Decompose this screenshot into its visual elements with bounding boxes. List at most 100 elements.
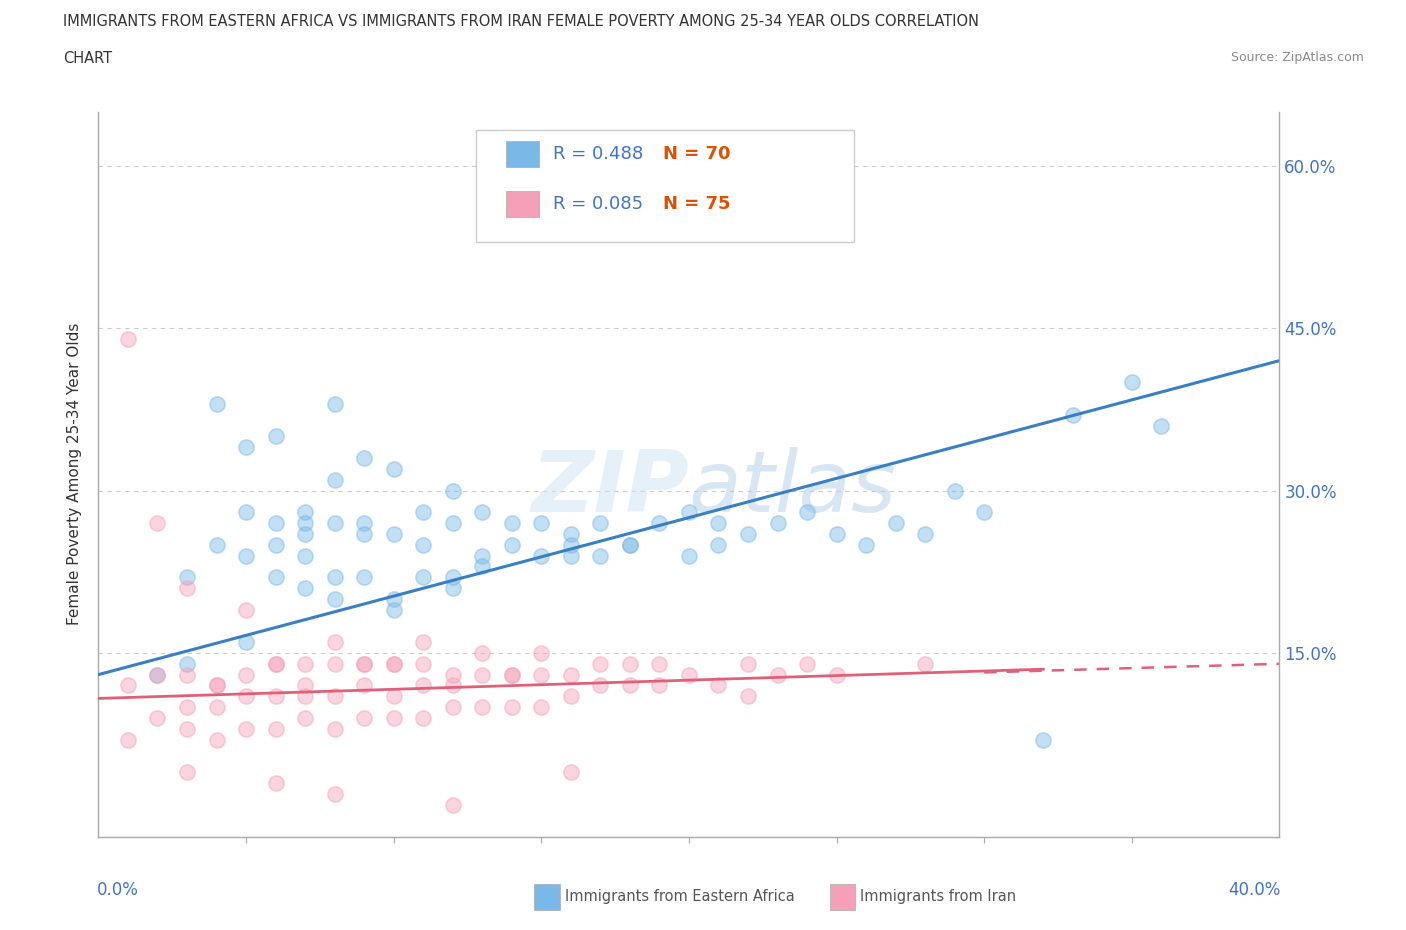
Point — [796, 505, 818, 520]
Point — [678, 667, 700, 682]
FancyBboxPatch shape — [477, 130, 855, 242]
Point — [146, 515, 169, 530]
Point — [235, 603, 257, 618]
Point — [412, 634, 434, 649]
Point — [176, 580, 198, 595]
Point — [766, 515, 789, 530]
Point — [205, 396, 228, 411]
Point — [382, 657, 405, 671]
Point — [471, 505, 494, 520]
Text: IMMIGRANTS FROM EASTERN AFRICA VS IMMIGRANTS FROM IRAN FEMALE POVERTY AMONG 25-3: IMMIGRANTS FROM EASTERN AFRICA VS IMMIGR… — [63, 14, 979, 29]
Point — [353, 515, 375, 530]
Point — [264, 689, 287, 704]
Point — [353, 570, 375, 585]
Point — [560, 538, 582, 552]
Point — [441, 580, 464, 595]
Point — [412, 657, 434, 671]
Point — [441, 570, 464, 585]
Point — [678, 505, 700, 520]
Point — [1150, 418, 1173, 433]
Y-axis label: Female Poverty Among 25-34 Year Olds: Female Poverty Among 25-34 Year Olds — [67, 323, 83, 626]
Point — [235, 667, 257, 682]
Point — [294, 505, 316, 520]
Point — [294, 548, 316, 563]
Point — [146, 667, 169, 682]
Point — [382, 461, 405, 476]
Point — [441, 515, 464, 530]
Text: ZIP: ZIP — [531, 447, 689, 530]
Point — [205, 699, 228, 714]
Point — [382, 591, 405, 606]
Point — [1062, 407, 1084, 422]
Point — [619, 538, 641, 552]
Point — [353, 526, 375, 541]
FancyBboxPatch shape — [506, 191, 538, 217]
Point — [176, 722, 198, 737]
Text: R = 0.488: R = 0.488 — [553, 145, 644, 163]
Point — [825, 526, 848, 541]
Point — [235, 634, 257, 649]
Point — [471, 699, 494, 714]
Text: 0.0%: 0.0% — [97, 881, 139, 898]
Point — [264, 657, 287, 671]
Point — [707, 538, 730, 552]
Point — [737, 526, 759, 541]
Point — [382, 711, 405, 725]
Point — [501, 699, 523, 714]
Point — [294, 711, 316, 725]
Point — [471, 559, 494, 574]
Point — [117, 732, 139, 747]
FancyBboxPatch shape — [506, 140, 538, 166]
Point — [146, 667, 169, 682]
Point — [382, 689, 405, 704]
Text: N = 70: N = 70 — [664, 145, 731, 163]
Point — [294, 689, 316, 704]
Point — [560, 548, 582, 563]
Point — [471, 548, 494, 563]
Point — [678, 548, 700, 563]
Point — [264, 538, 287, 552]
Point — [412, 570, 434, 585]
Point — [855, 538, 877, 552]
Point — [530, 645, 553, 660]
Point — [707, 515, 730, 530]
Point — [412, 538, 434, 552]
Point — [205, 678, 228, 693]
Point — [441, 678, 464, 693]
Point — [560, 667, 582, 682]
Text: Source: ZipAtlas.com: Source: ZipAtlas.com — [1230, 51, 1364, 64]
Point — [323, 657, 346, 671]
Point — [530, 699, 553, 714]
Point — [176, 764, 198, 779]
Point — [323, 634, 346, 649]
Point — [589, 548, 612, 563]
Point — [117, 331, 139, 346]
Point — [501, 515, 523, 530]
Point — [501, 538, 523, 552]
Point — [943, 483, 966, 498]
Point — [294, 515, 316, 530]
Point — [441, 667, 464, 682]
Point — [205, 732, 228, 747]
Point — [796, 657, 818, 671]
Point — [264, 657, 287, 671]
Point — [353, 678, 375, 693]
Point — [294, 678, 316, 693]
Point — [471, 667, 494, 682]
Point — [914, 526, 936, 541]
Text: N = 75: N = 75 — [664, 194, 731, 213]
Point — [323, 472, 346, 487]
Point — [412, 505, 434, 520]
Point — [176, 699, 198, 714]
Point — [412, 678, 434, 693]
Point — [501, 667, 523, 682]
Point — [648, 515, 671, 530]
Point — [294, 657, 316, 671]
Point — [353, 657, 375, 671]
Point — [176, 667, 198, 682]
Point — [264, 722, 287, 737]
Point — [737, 657, 759, 671]
Point — [707, 678, 730, 693]
Point — [501, 667, 523, 682]
Point — [560, 764, 582, 779]
